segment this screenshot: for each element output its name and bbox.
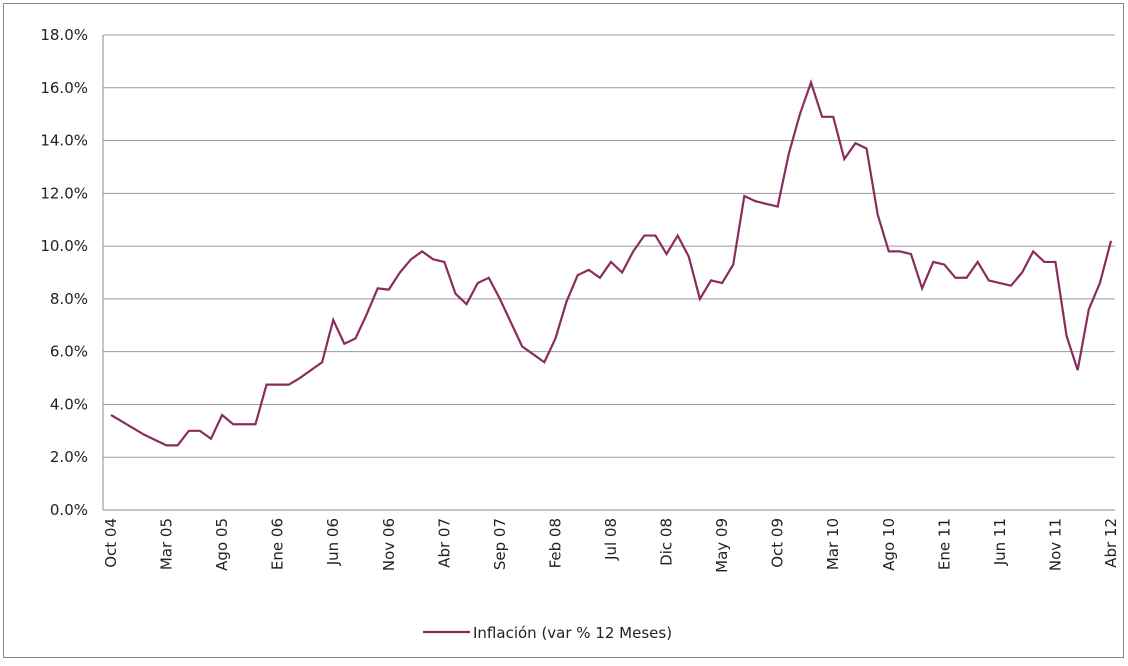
x-tick-label: Mar 10 xyxy=(824,518,842,570)
x-tick-label: Dic 08 xyxy=(658,518,676,566)
y-tick-label: 18.0% xyxy=(40,26,88,44)
x-tick-label: May 09 xyxy=(713,518,731,573)
y-tick-label: 16.0% xyxy=(40,79,88,97)
x-tick-label: Jun 11 xyxy=(991,518,1009,566)
x-tick-label: Nov 06 xyxy=(380,518,398,571)
x-tick-label: Abr 12 xyxy=(1102,518,1120,568)
x-tick-label: Ago 05 xyxy=(213,518,231,571)
x-tick-label: Abr 07 xyxy=(435,518,453,568)
y-tick-label: 14.0% xyxy=(40,132,88,150)
y-tick-label: 8.0% xyxy=(50,290,88,308)
y-tick-label: 12.0% xyxy=(40,184,88,202)
x-tick-label: Mar 05 xyxy=(158,518,176,570)
x-tick-label: Sep 07 xyxy=(491,518,509,570)
x-tick-label: Oct 09 xyxy=(769,518,787,568)
line-series xyxy=(110,79,1113,447)
x-tick-label: Ene 06 xyxy=(269,518,287,570)
y-tick-label: 4.0% xyxy=(50,395,88,413)
x-tick-label: Jun 06 xyxy=(324,518,342,566)
x-tick-label: Ene 11 xyxy=(935,518,953,570)
y-tick-label: 0.0% xyxy=(50,501,88,519)
y-tick-label: 6.0% xyxy=(50,343,88,361)
x-tick-label: Nov 11 xyxy=(1046,518,1064,571)
x-tick-label: Jul 08 xyxy=(602,518,620,561)
chart-frame xyxy=(3,3,1124,658)
y-tick-label: 10.0% xyxy=(40,237,88,255)
y-tick-label: 2.0% xyxy=(50,448,88,466)
x-tick-label: Oct 04 xyxy=(102,518,120,568)
x-tick-label: Feb 08 xyxy=(546,518,564,568)
legend-label: Inflación (var % 12 Meses) xyxy=(473,624,672,642)
x-tick-label: Ago 10 xyxy=(880,518,898,571)
